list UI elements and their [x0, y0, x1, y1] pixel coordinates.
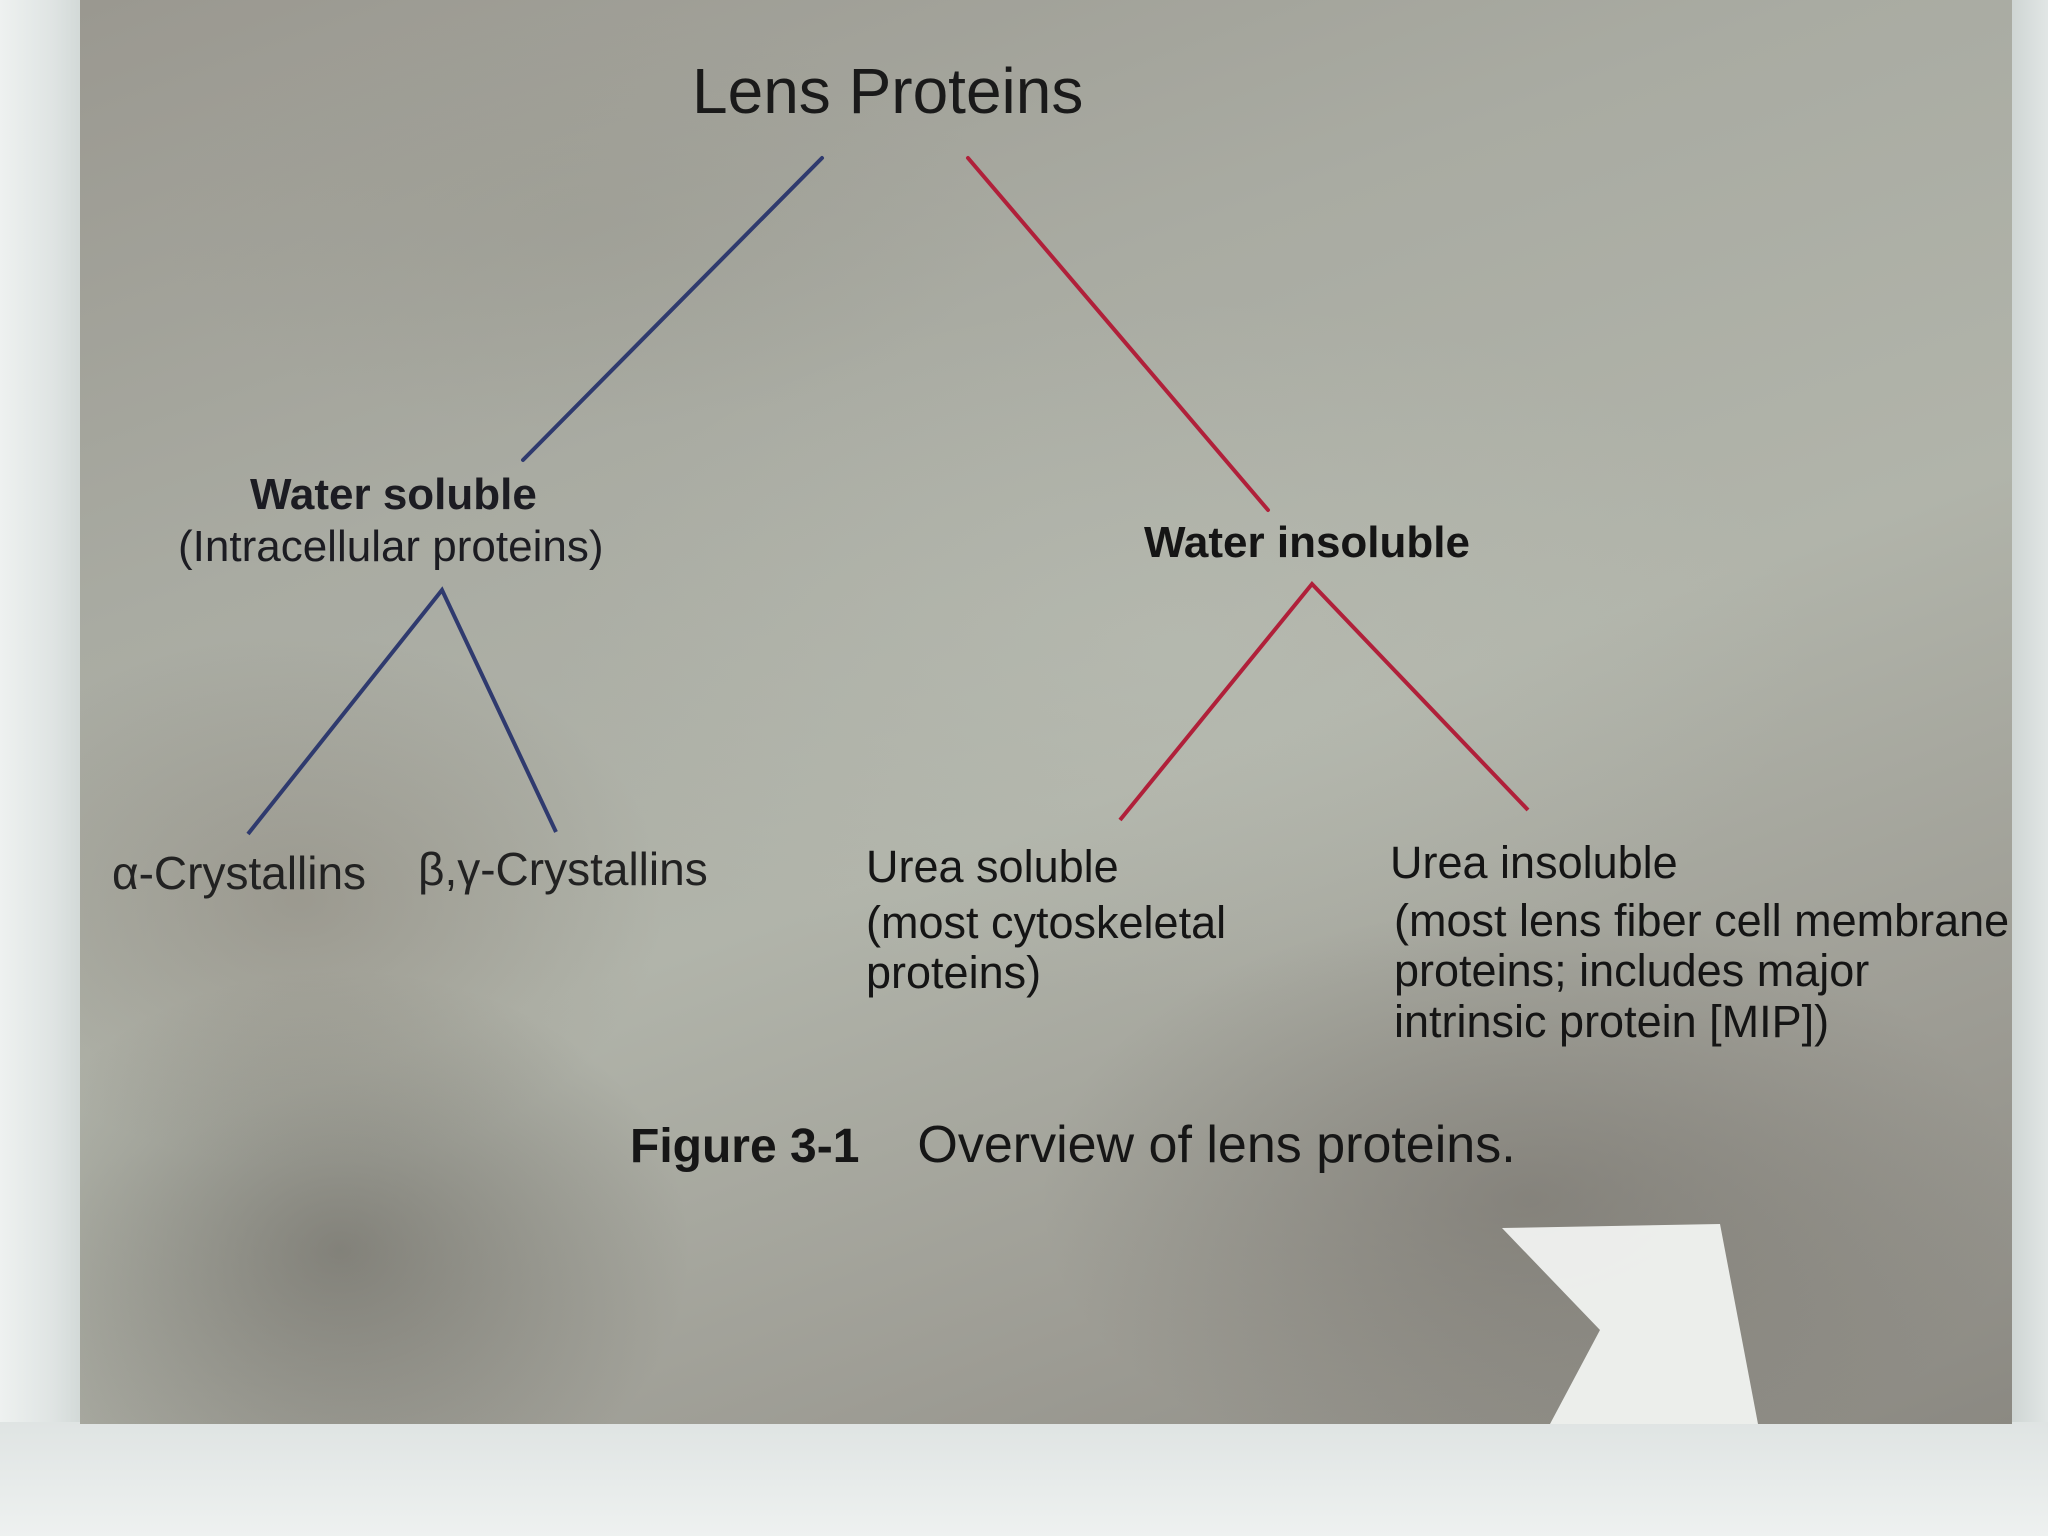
- tree-diagram: [246, 156, 1758, 1424]
- node-water-soluble: Water soluble: [250, 470, 537, 519]
- page-margin-bottom: [0, 1422, 2048, 1536]
- screen-glare: [1502, 1224, 1758, 1424]
- node-beta-gamma-crystallins: β,γ-Crystallins: [418, 843, 708, 895]
- diagram-title: Lens Proteins: [692, 55, 1084, 127]
- urea-insoluble-line: intrinsic protein [MIP]): [1394, 995, 1830, 1047]
- figure-caption-text: Overview of lens proteins.: [917, 1116, 1516, 1174]
- node-urea-soluble-description: (most cytoskeletal proteins): [866, 897, 1227, 999]
- urea-soluble-line: proteins): [866, 947, 1042, 999]
- node-water-insoluble: Water insoluble: [1144, 518, 1470, 567]
- urea-insoluble-line: (most lens fiber cell membrane: [1394, 895, 2010, 946]
- edge-root-to-water-soluble: [521, 156, 824, 462]
- figure-number: Figure 3-1: [630, 1120, 860, 1173]
- page-margin-left: [0, 0, 88, 1536]
- figure-panel: Lens Proteins Water soluble (Intracellul…: [80, 0, 2012, 1424]
- edge-root-to-water-insoluble: [966, 156, 1270, 512]
- node-urea-insoluble: Urea insoluble: [1390, 837, 1678, 888]
- edge-water-insoluble-to-urea: [1118, 580, 1530, 822]
- edge-water-soluble-to-crystallins: [246, 586, 558, 836]
- node-alpha-crystallins: α-Crystallins: [112, 847, 367, 899]
- node-urea-soluble: Urea soluble: [866, 841, 1119, 892]
- node-water-soluble-subtitle: (Intracellular proteins): [178, 522, 604, 571]
- node-urea-insoluble-description: (most lens fiber cell membrane proteins;…: [1394, 895, 2010, 1047]
- urea-soluble-line: (most cytoskeletal: [866, 897, 1227, 948]
- urea-insoluble-line: proteins; includes major: [1394, 945, 1870, 997]
- figure-caption: Figure 3-1 Overview of lens proteins.: [630, 1116, 1516, 1174]
